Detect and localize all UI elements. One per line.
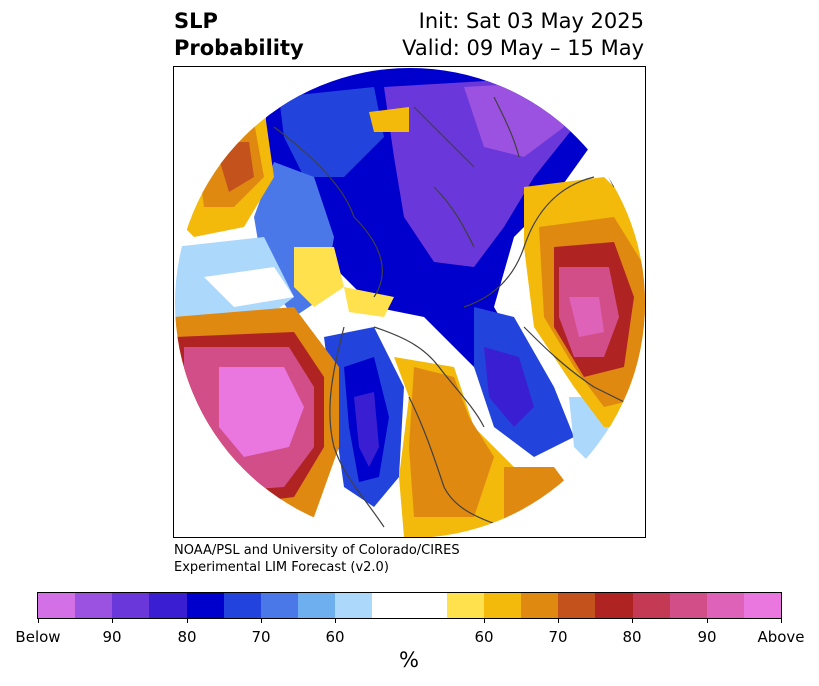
colorbar-cell bbox=[483, 593, 522, 618]
colorbar-tick bbox=[632, 618, 633, 623]
colorbar-tick bbox=[261, 618, 262, 623]
polar-map-svg bbox=[175, 68, 645, 537]
colorbar-tick bbox=[781, 618, 782, 623]
colorbar-tick-label: 60 bbox=[325, 628, 345, 646]
colorbar-tick-label: 60 bbox=[474, 628, 494, 646]
colorbar-cell bbox=[669, 593, 707, 618]
title-line-1: SLP bbox=[174, 9, 218, 33]
map-title: SLP Probability bbox=[174, 8, 304, 62]
colorbar-cell bbox=[38, 593, 76, 618]
colorbar-tick bbox=[558, 618, 559, 623]
colorbar-tick bbox=[707, 618, 708, 623]
probability-field bbox=[175, 68, 645, 537]
colorbar bbox=[37, 592, 782, 619]
colorbar-tick-label: 70 bbox=[251, 628, 271, 646]
colorbar-cell bbox=[260, 593, 299, 618]
colorbar-cell bbox=[112, 593, 150, 618]
colorbar-cell bbox=[743, 593, 782, 618]
title-line-2: Probability bbox=[174, 36, 304, 60]
colorbar-tick-label: 90 bbox=[697, 628, 717, 646]
colorbar-cell bbox=[409, 593, 447, 618]
colorbar-tick-label: 80 bbox=[177, 628, 197, 646]
forecast-dates: Init: Sat 03 May 2025 Valid: 09 May – 15… bbox=[402, 8, 644, 62]
colorbar-tick-label: 80 bbox=[622, 628, 642, 646]
colorbar-cell bbox=[521, 593, 559, 618]
valid-dates: Valid: 09 May – 15 May bbox=[402, 36, 644, 60]
credit-line-2: Experimental LIM Forecast (v2.0) bbox=[174, 560, 389, 575]
colorbar-tick bbox=[187, 618, 188, 623]
colorbar-tick-label: 90 bbox=[102, 628, 122, 646]
colorbar-tick bbox=[38, 618, 39, 623]
colorbar-units: % bbox=[399, 648, 419, 672]
colorbar-cell bbox=[298, 593, 336, 618]
colorbar-tick-label: Above bbox=[757, 628, 805, 646]
credit: NOAA/PSL and University of Colorado/CIRE… bbox=[174, 542, 460, 576]
colorbar-cell bbox=[75, 593, 113, 618]
colorbar-cell bbox=[372, 593, 410, 618]
colorbar-cell bbox=[632, 593, 670, 618]
colorbar-cell bbox=[223, 593, 261, 618]
credit-line-1: NOAA/PSL and University of Colorado/CIRE… bbox=[174, 543, 460, 558]
colorbar-tick bbox=[484, 618, 485, 623]
colorbar-cell bbox=[595, 593, 633, 618]
colorbar-cell bbox=[149, 593, 187, 618]
colorbar-cell bbox=[186, 593, 224, 618]
colorbar-cell bbox=[706, 593, 744, 618]
colorbar-cell bbox=[335, 593, 373, 618]
colorbar-cell bbox=[446, 593, 484, 618]
colorbar-tick-label: 70 bbox=[548, 628, 568, 646]
colorbar-tick-label: Below bbox=[15, 628, 61, 646]
colorbar-tick bbox=[112, 618, 113, 623]
colorbar-cell bbox=[558, 593, 596, 618]
init-date: Init: Sat 03 May 2025 bbox=[418, 9, 644, 33]
colorbar-tick bbox=[335, 618, 336, 623]
probability-map bbox=[173, 66, 646, 538]
